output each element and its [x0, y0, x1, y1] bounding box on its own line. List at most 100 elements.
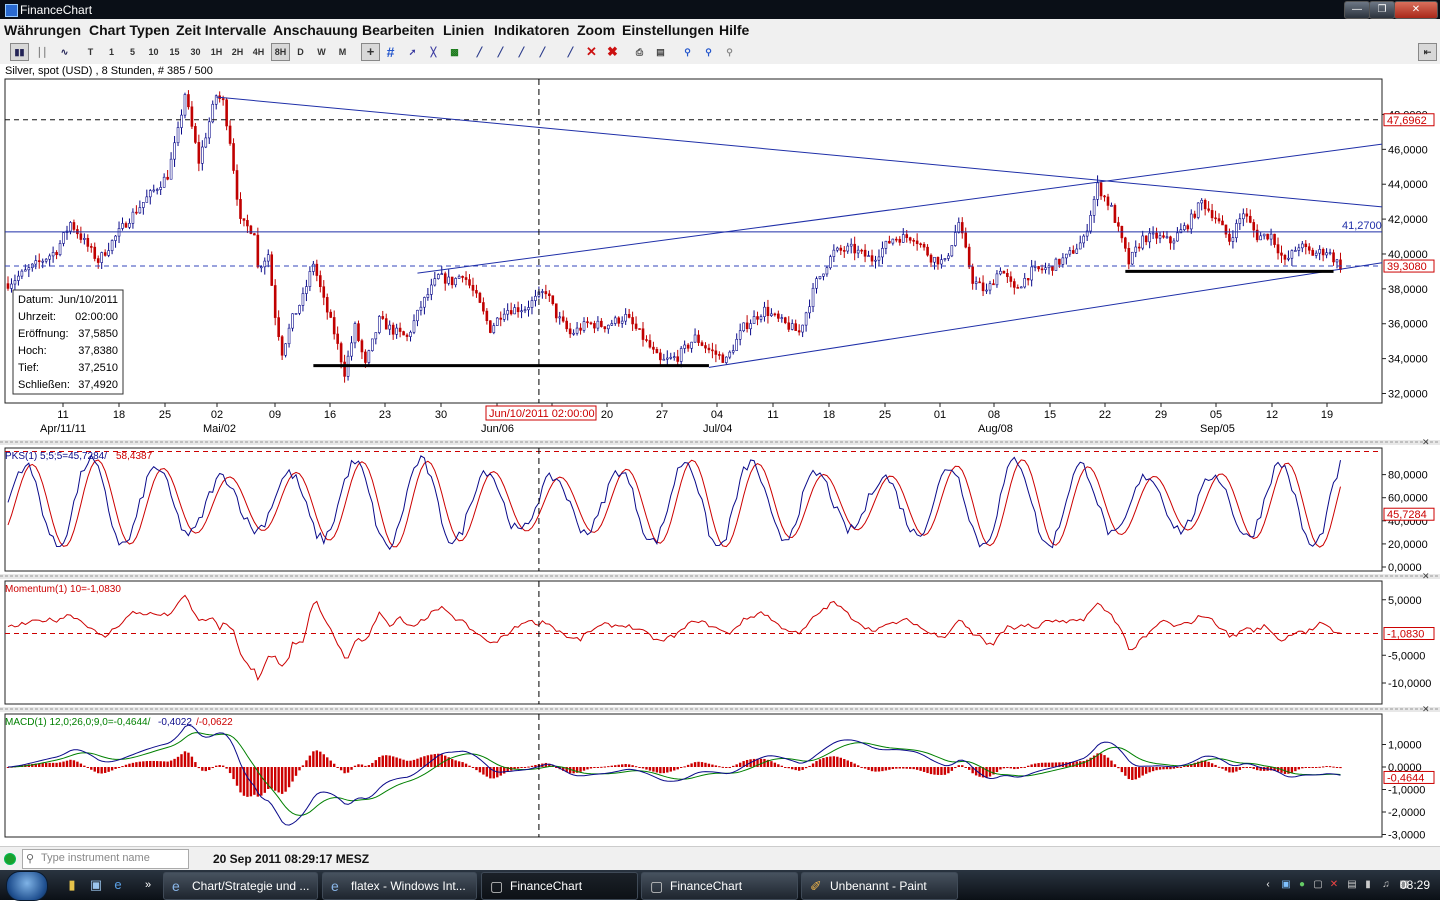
interval-t-button[interactable]: T: [87, 47, 94, 57]
tray-expand-icon[interactable]: ‹: [1266, 879, 1270, 890]
ohlc-key: Tief:: [18, 362, 39, 374]
fibonacci-icon[interactable]: ╱: [518, 47, 525, 57]
volume-icon[interactable]: ♫: [1382, 879, 1390, 890]
price-y-tick-label: 36,0000: [1388, 319, 1428, 331]
macd-histogram-bar: [686, 764, 690, 767]
candle-body: [371, 338, 374, 351]
macd-last-box: [1383, 770, 1435, 784]
price-x-day-label: 19: [1321, 409, 1333, 421]
menu-zeit-intervalle[interactable]: Zeit Intervalle: [176, 22, 267, 38]
macd-histogram-bar: [1013, 767, 1016, 770]
macd-histogram-bar: [187, 752, 190, 767]
interval-15-button[interactable]: 15: [169, 47, 180, 57]
macd-histogram-bar: [308, 755, 312, 767]
interval-10-button[interactable]: 10: [148, 47, 159, 57]
delete-all-icon[interactable]: ✖: [607, 44, 618, 59]
candle-body: [895, 238, 898, 241]
bar-chart-icon[interactable]: ││: [36, 47, 49, 57]
close-button[interactable]: ✕: [1394, 1, 1438, 19]
interval-1-button[interactable]: 1: [108, 47, 114, 57]
candle-body: [391, 324, 395, 335]
interval-8h-button[interactable]: 8H: [271, 43, 290, 61]
parallel-lines-icon[interactable]: ╱: [539, 47, 546, 57]
menu-waehrungen[interactable]: Währungen: [4, 22, 81, 38]
internet-explorer-icon[interactable]: e: [114, 877, 122, 892]
show-desktop-icon[interactable]: ▣: [89, 877, 103, 892]
macd-label-signal: -0,4022: [158, 717, 192, 728]
trendline-icon[interactable]: ╱: [476, 47, 483, 57]
interval-w-button[interactable]: W: [317, 47, 326, 57]
candle-chart-icon[interactable]: ▮▮: [10, 43, 29, 61]
zoom-reset-icon[interactable]: ⚲: [726, 47, 733, 57]
interval-d-button[interactable]: D: [297, 47, 304, 57]
candle-body: [641, 328, 645, 340]
task-paint[interactable]: ✐ Unbenannt - Paint: [801, 872, 958, 900]
line-chart-icon[interactable]: ∿: [60, 47, 69, 57]
delete-icon[interactable]: ✕: [586, 44, 597, 59]
candle-body: [1273, 233, 1276, 245]
zoom-in-icon[interactable]: ⚲: [684, 47, 691, 57]
candle-body: [1144, 235, 1148, 243]
macd-histogram-bar: [142, 761, 145, 767]
interval-2h-button[interactable]: 2H: [231, 47, 244, 57]
display-icon[interactable]: ▤: [1347, 879, 1357, 890]
instrument-search-input[interactable]: ⚲ Type instrument name: [22, 849, 189, 869]
candle-body: [884, 240, 888, 249]
candle-body: [829, 256, 832, 269]
menu-anschauung[interactable]: Anschauung: [273, 22, 358, 38]
candle-body: [138, 207, 142, 214]
zoom-out-icon[interactable]: ⚲: [705, 47, 712, 57]
network-icon[interactable]: ▣: [1281, 879, 1291, 890]
menu-hilfe[interactable]: Hilfe: [719, 22, 750, 38]
macd-histogram-bar: [610, 765, 613, 767]
macd-histogram-bar: [1113, 764, 1117, 767]
candle-body: [749, 323, 752, 330]
menu-bearbeiten[interactable]: Bearbeiten: [362, 22, 435, 38]
alert-icon[interactable]: ✕: [1329, 879, 1339, 890]
start-button[interactable]: [6, 871, 48, 901]
macd-histogram-bar: [405, 760, 409, 767]
delete-line-icon[interactable]: ╱: [567, 47, 574, 57]
macd-histogram-bar: [1311, 767, 1314, 768]
security-icon[interactable]: ●: [1298, 879, 1306, 890]
interval-30-button[interactable]: 30: [190, 47, 201, 57]
pane-close-icon: ✕: [1422, 438, 1430, 448]
line-tool-icon[interactable]: ╳: [430, 47, 437, 57]
menu-zoom[interactable]: Zoom: [577, 22, 616, 38]
grid-icon[interactable]: #: [386, 44, 395, 60]
task-financechart-1[interactable]: ▢ FinanceChart: [481, 872, 638, 900]
volume-icon[interactable]: ▩: [450, 47, 459, 57]
candle-body: [780, 317, 784, 319]
candle-body: [1252, 222, 1256, 231]
menu-linien[interactable]: Linien: [443, 22, 485, 38]
quicklaunch-more-icon[interactable]: »: [144, 879, 152, 891]
candle-body: [173, 142, 176, 160]
task-financechart-2[interactable]: ▢ FinanceChart: [641, 872, 798, 900]
input-icon[interactable]: ▩: [1399, 879, 1409, 890]
task-flatex[interactable]: e flatex - Windows Int...: [322, 872, 477, 900]
macd-histogram-bar: [645, 767, 648, 770]
interval-4h-button[interactable]: 4H: [252, 47, 265, 57]
candle-body: [1002, 270, 1006, 274]
panel-toggle-icon[interactable]: ⇤: [1418, 43, 1437, 61]
cursor-icon[interactable]: ➚: [408, 47, 417, 57]
device-icon[interactable]: ▢: [1313, 879, 1323, 890]
print-preview-icon[interactable]: ▤: [656, 47, 665, 57]
interval-5-button[interactable]: 5: [129, 47, 135, 57]
channel-icon[interactable]: ╱: [497, 47, 504, 57]
macd-histogram-bar: [41, 763, 44, 767]
battery-icon[interactable]: ▮: [1365, 879, 1371, 890]
explorer-icon[interactable]: ▮: [68, 877, 76, 892]
macd-histogram-bar: [156, 761, 159, 767]
menu-indikatoren[interactable]: Indikatoren: [494, 22, 570, 38]
interval-1h-button[interactable]: 1H: [210, 47, 223, 57]
candle-body: [874, 259, 877, 262]
print-icon[interactable]: ⎙: [635, 47, 644, 57]
interval-m-button[interactable]: M: [338, 47, 347, 57]
crosshair-icon[interactable]: +: [361, 43, 380, 61]
task-chart-strategie[interactable]: e Chart/Strategie und ...: [163, 872, 318, 900]
menu-einstellungen[interactable]: Einstellungen: [622, 22, 714, 38]
menu-chart-typen[interactable]: Chart Typen: [89, 22, 170, 38]
macd-histogram-bar: [995, 767, 999, 773]
